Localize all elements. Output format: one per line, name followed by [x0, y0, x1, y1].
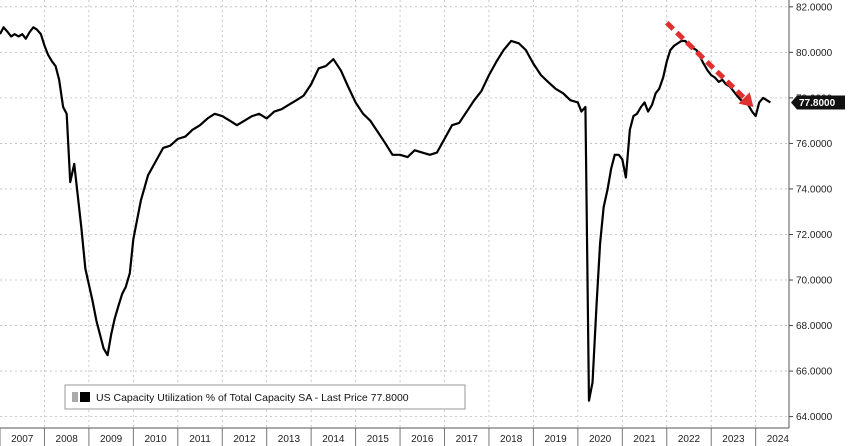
last-value-badge: [791, 95, 845, 110]
x-tick-label: 2020: [589, 434, 612, 445]
x-tick-label: 2007: [11, 434, 34, 445]
legend[interactable]: US Capacity Utilization % of Total Capac…: [64, 384, 466, 410]
trend-arrow-shaft: [665, 20, 746, 100]
legend-swatch-series: [80, 392, 90, 402]
x-tick-label: 2022: [678, 434, 701, 445]
x-tick-label: 2014: [322, 434, 345, 445]
x-tick-label: 2010: [144, 434, 167, 445]
y-tick-label: 68.0000: [796, 321, 833, 332]
legend-swatch-light: [72, 392, 78, 402]
trend-arrow-head: [738, 92, 754, 107]
y-tick-label: 66.0000: [796, 367, 833, 378]
x-axis: 2007 2008 2009 2010 2011 2012 2013 2014 2015 2016…: [0, 427, 790, 446]
x-tick-label: 2013: [278, 434, 301, 445]
legend-box: [64, 384, 466, 410]
legend-series-name: US Capacity Utilization % of Total Capac…: [96, 392, 409, 404]
y-tick-label: 64.0000: [796, 412, 833, 423]
x-tick-label: 2009: [100, 434, 123, 445]
x-tick-label: 2024: [767, 434, 790, 445]
y-tick-label: 80.0000: [796, 48, 833, 59]
y-tick-label: 76.0000: [796, 139, 833, 150]
y-tick-label: 72.0000: [796, 230, 833, 241]
last-value-text: 77.8000: [799, 98, 836, 109]
x-tick-label: 2016: [411, 434, 434, 445]
trend-arrow-layer: [665, 20, 754, 107]
x-tick-label: 2017: [456, 434, 479, 445]
x-tick-label: 2011: [189, 434, 211, 445]
grid-lines: [0, 0, 789, 428]
x-tick-label: 2008: [56, 434, 79, 445]
x-tick-label: 2018: [500, 434, 523, 445]
y-tick-label: 70.0000: [796, 276, 833, 287]
y-tick-label: 82.0000: [796, 2, 833, 13]
series-line: [0, 26, 771, 402]
last-value-label: 77.8000: [791, 95, 845, 110]
y-tick-label: 74.0000: [796, 184, 833, 195]
x-tick-label: 2021: [633, 434, 656, 445]
x-tick-label: 2019: [545, 434, 568, 445]
series-layer: [0, 26, 771, 402]
x-tick-label: 2015: [367, 434, 390, 445]
x-tick-label: 2023: [722, 434, 745, 445]
x-tick-label: 2012: [233, 434, 256, 445]
